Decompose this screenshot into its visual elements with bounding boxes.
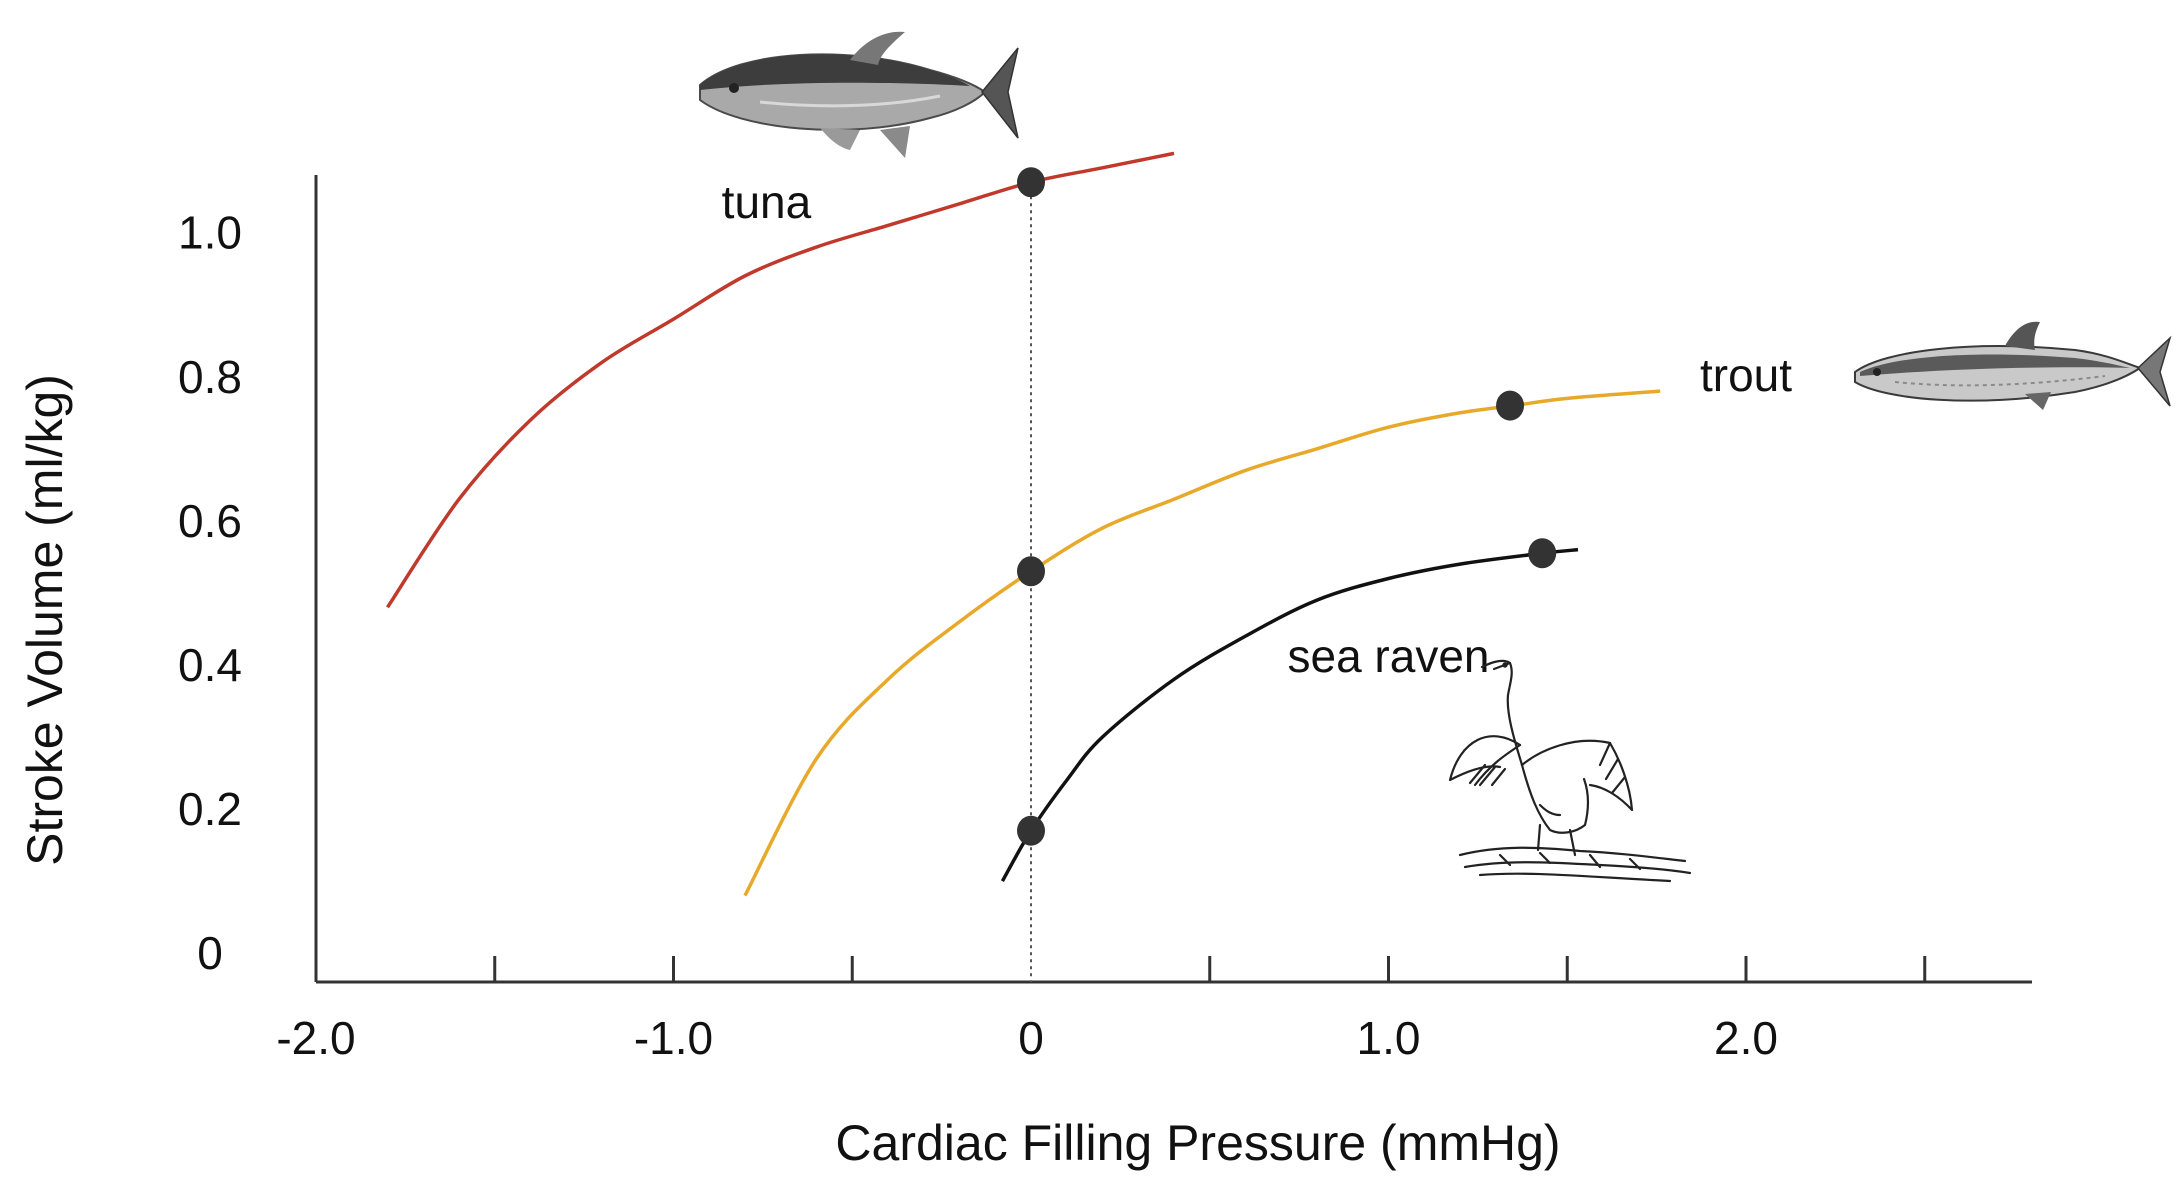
trout-series-label: trout [1700,349,1792,401]
sea-raven-curve [1000,547,1579,882]
y-axis-title: Stroke Volume (ml/kg) [17,374,73,866]
x-tick-label: 2.0 [1714,1012,1778,1064]
x-axis-tick-labels: -2.0 -1.0 0 1.0 2.0 [276,1012,1778,1064]
tuna-data-point [1017,167,1045,198]
series-curves [386,151,1661,897]
sea-raven-series-label: sea raven [1287,630,1489,682]
series-markers [1017,167,1557,846]
y-tick-label: 0 [197,927,223,979]
x-tick-label: 1.0 [1357,1012,1421,1064]
x-tick-label: 0 [1018,1012,1044,1064]
trout-fish-icon [1854,321,2172,410]
y-tick-label: 0.6 [178,495,242,547]
axes [314,175,2032,984]
trout-data-point [1496,390,1525,421]
y-tick-label: 1.0 [178,207,242,259]
x-tick-label: -1.0 [634,1012,713,1064]
trout-curve [743,389,1661,897]
x-axis-title: Cardiac Filling Pressure (mmHg) [835,1115,1560,1171]
x-tick-label: -2.0 [276,1012,355,1064]
sea-raven-data-point [1528,538,1557,569]
x-axis-ticks [493,956,1927,982]
y-tick-label: 0.8 [178,351,242,403]
trout-data-point [1017,556,1045,587]
series-labels: tuna trout sea raven [722,176,1793,682]
y-tick-label: 0.4 [178,639,242,691]
y-tick-label: 0.2 [178,783,242,835]
y-axis-tick-labels: 0 0.2 0.4 0.6 0.8 1.0 [178,207,242,980]
sea-raven-data-point [1017,815,1045,846]
tuna-fish-icon [699,31,1019,158]
sea-raven-bird-icon [1448,659,1692,883]
tuna-series-label: tuna [722,176,812,228]
